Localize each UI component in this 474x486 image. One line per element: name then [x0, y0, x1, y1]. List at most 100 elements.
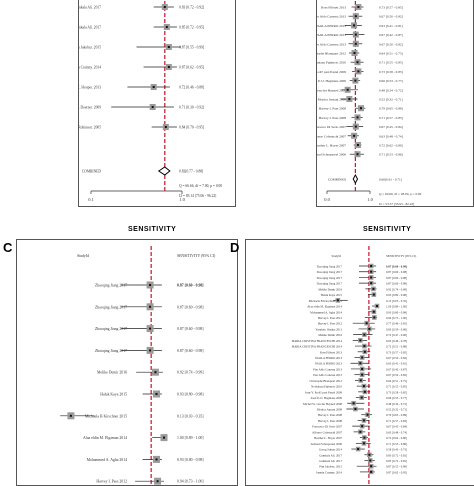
estimate-label: 0.87 [0.55 - 0.99] — [179, 46, 204, 50]
study-label: Zhaoqing Jiang 2017 — [95, 284, 127, 288]
x-tick-label: 1.0 — [367, 197, 373, 202]
study-label: Pim Jakobsz. 2015 — [319, 465, 342, 469]
study-label: Clara E. Hooper. 2013 — [79, 86, 101, 90]
estimate-label: 0.93 [0.80 - 0.98] — [386, 293, 407, 297]
study-point — [370, 265, 373, 267]
study-point — [359, 107, 362, 110]
study-point — [155, 393, 158, 395]
study-label: Pier Aldo Canessa 2013 — [317, 42, 346, 46]
column-header-estimate: SENSITIVITY (95% CI) — [386, 254, 416, 258]
estimate-label: 0.87 [0.62 - 0.95] — [179, 66, 204, 70]
study-label: Pim Jakobsz. 2015 — [79, 46, 101, 50]
estimate-label: 0.48 [0.34 - 0.72] — [379, 88, 403, 92]
estimate-label: 0.66 [0.53 - 0.77] — [386, 396, 407, 400]
study-point — [156, 480, 159, 483]
study-label: Zhaoqing Jiang 2017 — [95, 327, 127, 331]
study-point — [149, 327, 152, 330]
study-label: Monica Anzani 2008 — [318, 98, 347, 102]
study-label: Helen E. Doerner. 2009 — [79, 106, 101, 110]
study-label: Nobukazu Fujimoto 2010 — [311, 385, 342, 389]
study-point — [353, 52, 356, 54]
study-label: Gamkala Ali. 2017 — [79, 26, 101, 30]
estimate-label: 0.93 [0.80 - 0.98] — [386, 310, 407, 314]
study-point — [362, 442, 365, 445]
study-point — [359, 379, 362, 382]
study-point — [164, 126, 167, 128]
heterogeneity-stat: I2 = 53.57 [35.93 - 82.22] — [379, 202, 414, 206]
study-label: Gamkala Ali. 2017 — [319, 459, 342, 463]
estimate-label: 0.52 [0.32 - 0.71] — [386, 408, 407, 412]
study-point — [348, 98, 351, 100]
estimate-label: 0.63 [0.41 - 0.81] — [386, 362, 407, 366]
study-label: PAOLA PERRO 2013 — [317, 33, 346, 37]
x-tick-label: 0.0 — [324, 197, 330, 202]
study-label: PAOLA FERRO 2013 — [315, 356, 342, 360]
study-label: Christophe Blanquart 2012 — [317, 52, 346, 56]
estimate-label: 0.72 [0.62 - 0.80] — [386, 436, 407, 440]
estimate-label: 0.72 [0.46 - 0.88] — [179, 86, 204, 90]
study-label: Harvey I. Pass 2012 — [318, 322, 343, 326]
study-label: Haluk Kaya 2015 — [100, 393, 127, 397]
study-point — [356, 116, 359, 119]
estimate-label: 0.73 [0.58 - 0.85] — [379, 70, 403, 74]
column-header-study: StudyId — [77, 254, 89, 258]
study-label: Harvey I. Pass 2008 — [318, 413, 343, 417]
study-point — [357, 70, 360, 73]
study-label: Alfonso Celestuchi 2007 — [317, 134, 346, 138]
study-label: Pier Aldo Canessa 2013 — [317, 15, 346, 19]
study-label: Pier Aldo Canessa 2013 — [313, 373, 342, 377]
study-label: Michel W. van der Heyned 2008 — [303, 402, 342, 406]
study-label: Nobukazu Fujimoto 2010 — [317, 61, 346, 65]
study-point — [366, 413, 369, 416]
estimate-label: 0.87 [0.60 - 0.98] — [386, 265, 407, 269]
study-point — [336, 299, 339, 302]
study-label: Mohammed A. Agha 2014 — [310, 310, 342, 314]
panel-b: 0.0 1.0 Ross Filbrett 2013 0.73 [0.57 - 0.8… — [316, 0, 474, 207]
panel-b-xlabel: SENSITIVITY — [363, 226, 412, 233]
estimate-label: 0.72 [0.62 - 0.80] — [379, 144, 403, 148]
study-label: Harvey I. Pass 2008 — [319, 116, 347, 120]
study-label: Heather L. Hoyer 2007 — [314, 436, 342, 440]
study-point — [354, 33, 357, 36]
study-point — [357, 6, 360, 8]
study-point — [346, 88, 349, 91]
study-point — [363, 390, 366, 393]
estimate-label: 0.83 [0.72 - 0.92] — [179, 6, 204, 10]
study-point — [363, 345, 366, 348]
estimate-label: 0.67 [0.42 - 0.87] — [386, 367, 407, 371]
estimate-label: 0.87 [0.60 - 0.98] — [177, 349, 204, 353]
study-point — [356, 61, 359, 64]
study-point — [354, 408, 357, 410]
study-label: Michaela B Kirschner 2015 — [309, 299, 343, 303]
heterogeneity-stat: Q = 66.66, df = 7.00, p = 0.00 — [179, 184, 222, 189]
estimate-label: 0.71 [0.57 - 0.83] — [386, 419, 407, 423]
estimate-label: 0.93 [0.80 - 0.98] — [177, 393, 204, 397]
study-label: Ross Filbrett 2013 — [321, 6, 346, 10]
study-point — [353, 134, 356, 137]
study-label: Francesco Di Serio 2007 — [312, 425, 342, 429]
estimate-label: 0.79 [0.65 - 0.89] — [386, 413, 407, 417]
study-label: Josef P.J.J. Hegmans 2009 — [317, 79, 346, 83]
estimate-label: 0.48 [0.34 - 0.72] — [386, 402, 407, 406]
estimate-label: 0.85 [0.72 - 0.95] — [179, 26, 204, 30]
estimate-label: 0.71 [0.53 - 0.86] — [386, 442, 407, 446]
estimate-label: 0.72 [0.47 - 0.90] — [386, 333, 407, 337]
study-point — [353, 24, 356, 27]
estimate-label: 0.87 [0.55 - 0.99] — [386, 465, 407, 469]
study-point — [370, 276, 373, 279]
study-point — [370, 282, 373, 285]
estimate-label: 0.71 [0.53 - 0.86] — [379, 153, 403, 157]
study-point — [163, 436, 165, 439]
estimate-label: 0.73 [0.57 - 0.85] — [379, 6, 403, 10]
study-label: Melike Demir 2016 — [318, 287, 342, 291]
study-label: Gamkala Ali. 2017 — [79, 6, 101, 10]
study-label: Monica Anzani 2008 — [317, 408, 343, 412]
study-point — [155, 458, 158, 461]
study-label: MARIA CRISTINA FRANCESCHI 2014 — [292, 339, 343, 343]
estimate-label: 0.71 [0.57 - 0.83] — [379, 116, 403, 120]
forest-plot-b: 0.0 1.0 Ross Filbrett 2013 0.73 [0.57 - 0.8… — [317, 0, 422, 206]
study-label: Heather L. Hoyer 2007 — [317, 144, 346, 148]
study-label: Zhaoqing Jiang 2017 — [95, 305, 127, 309]
estimate-label: 0.64 [0.51 - 0.75] — [379, 52, 403, 56]
estimate-label: 0.13 [0.03 - 0.35] — [177, 414, 204, 418]
